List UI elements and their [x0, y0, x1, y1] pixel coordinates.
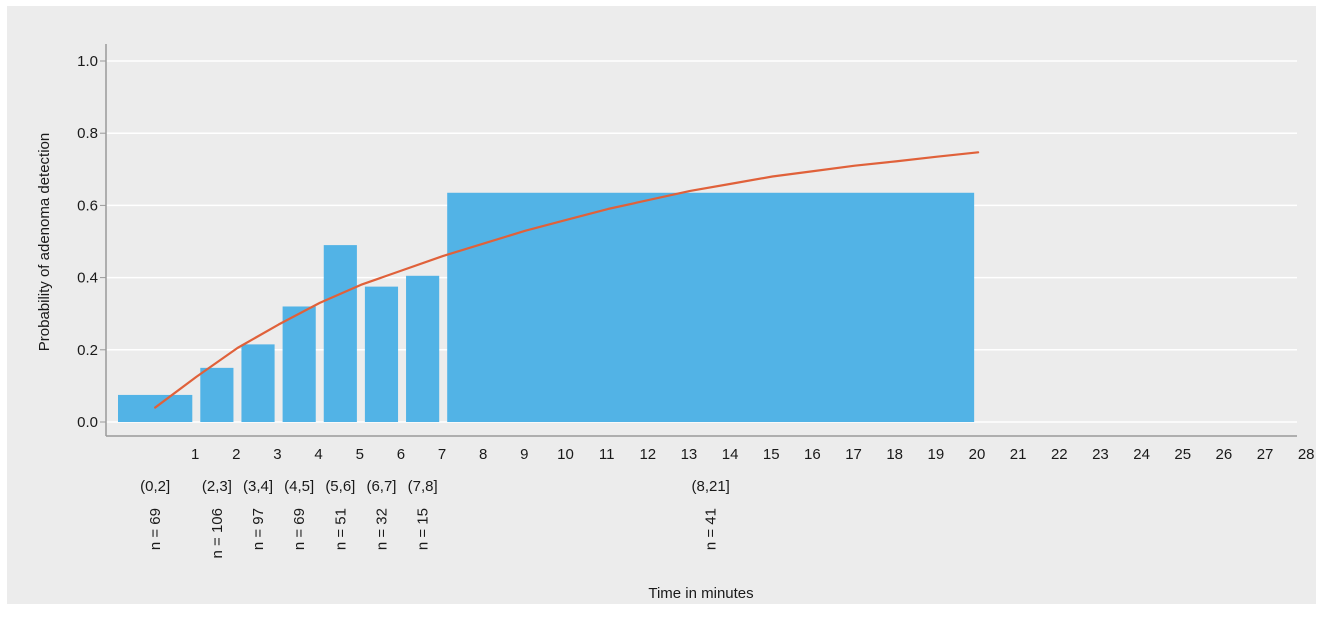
- x-tick-label: 8: [479, 446, 487, 463]
- bar: [447, 192, 975, 422]
- bin-count-label: n = 32: [373, 508, 390, 550]
- x-tick-label: 10: [557, 446, 574, 463]
- bar: [241, 344, 275, 422]
- bin-count-label: n = 69: [291, 508, 308, 550]
- x-tick-label: 6: [397, 446, 405, 463]
- x-tick-label: 21: [1010, 446, 1027, 463]
- x-tick-label: 4: [314, 446, 322, 463]
- y-tick-label: 1.0: [77, 53, 98, 70]
- x-tick-label: 15: [763, 446, 780, 463]
- bin-interval-label: (6,7]: [366, 478, 396, 495]
- bin-count-label: n = 15: [415, 508, 432, 550]
- bin-count-label: n = 51: [332, 508, 349, 550]
- bar: [364, 286, 399, 422]
- x-tick-label: 22: [1051, 446, 1068, 463]
- axes: [100, 44, 1297, 437]
- x-tick-label: 26: [1216, 446, 1233, 463]
- bar: [406, 275, 440, 422]
- x-tick-label: 23: [1092, 446, 1109, 463]
- curve-line: [154, 151, 980, 409]
- bin-interval-label: (5,6]: [325, 478, 355, 495]
- y-axis-title: Probability of adenoma detection: [36, 133, 53, 351]
- bin-interval-label: (4,5]: [284, 478, 314, 495]
- bin-interval-label: (2,3]: [202, 478, 232, 495]
- bin-count-label: n = 106: [209, 508, 226, 558]
- bar: [200, 367, 234, 422]
- bin-interval-label: (8,21]: [691, 478, 729, 495]
- x-tick-label: 12: [639, 446, 656, 463]
- y-tick-label: 0.4: [77, 270, 98, 287]
- x-tick-label: 5: [356, 446, 364, 463]
- x-tick-label: 16: [804, 446, 821, 463]
- bin-interval-label: (7,8]: [408, 478, 438, 495]
- x-tick-label: 7: [438, 446, 446, 463]
- x-tick-label: 11: [599, 446, 615, 463]
- x-tick-label: 18: [886, 446, 903, 463]
- y-tick-label: 0.8: [77, 125, 98, 142]
- y-tick-label: 0.2: [77, 342, 98, 359]
- x-tick-label: 20: [969, 446, 986, 463]
- bar: [282, 306, 316, 422]
- x-tick-label: 13: [681, 446, 698, 463]
- bin-interval-label: (0,2]: [140, 478, 170, 495]
- x-tick-label: 24: [1133, 446, 1150, 463]
- x-tick-label: 28: [1298, 446, 1315, 463]
- bin-count-label: n = 97: [250, 508, 267, 550]
- x-tick-label: 9: [520, 446, 528, 463]
- y-tick-label: 0.0: [77, 414, 98, 431]
- x-tick-label: 25: [1174, 446, 1191, 463]
- x-tick-label: 2: [232, 446, 240, 463]
- x-tick-label: 1: [191, 446, 199, 463]
- x-axis-title: Time in minutes: [648, 585, 753, 602]
- y-tick-label: 0.6: [77, 197, 98, 214]
- bars: [118, 192, 975, 422]
- x-tick-label: 27: [1257, 446, 1274, 463]
- bin-interval-label: (3,4]: [243, 478, 273, 495]
- x-tick-label: 14: [722, 446, 739, 463]
- fitted-curve: [154, 151, 980, 409]
- bar: [323, 245, 357, 422]
- bin-count-label: n = 41: [703, 508, 720, 550]
- x-tick-label: 19: [928, 446, 945, 463]
- bin-count-label: n = 69: [147, 508, 164, 550]
- x-tick-label: 17: [845, 446, 862, 463]
- axis-labels: 0.00.20.40.60.81.01 2 3 4 5 6 7 8 9 10 11 12 13 14 15 1…: [77, 53, 1314, 558]
- x-tick-label: 3: [273, 446, 281, 463]
